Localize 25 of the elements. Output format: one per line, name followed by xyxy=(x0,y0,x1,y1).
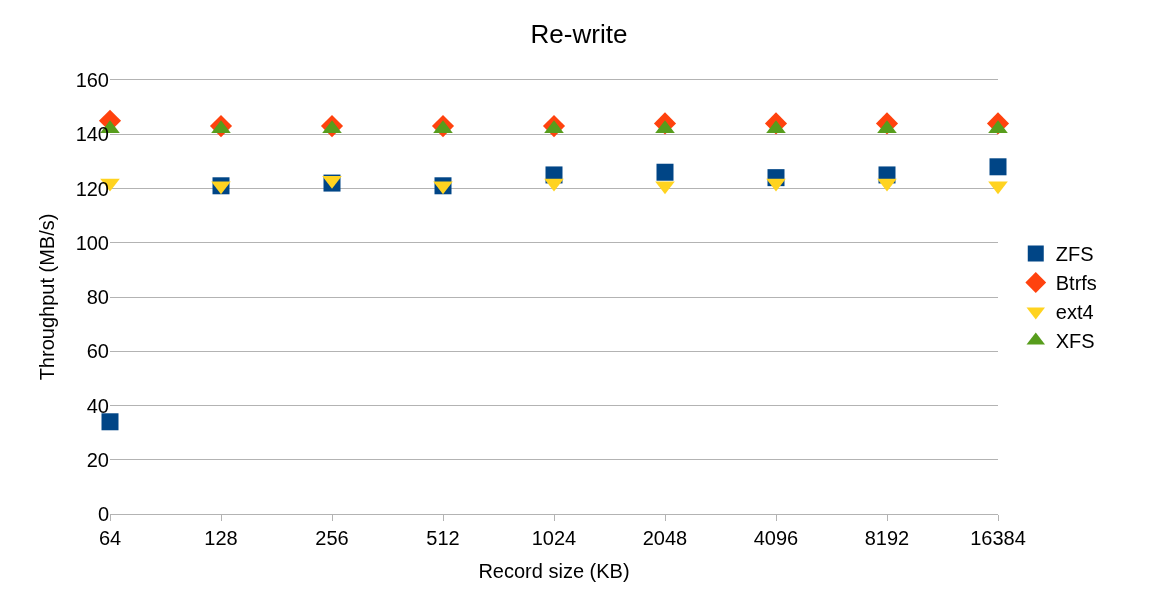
x-tick-label: 64 xyxy=(98,527,122,549)
x-tick-label: 128 xyxy=(204,527,238,549)
legend-label: ZFS xyxy=(1055,243,1094,266)
chart-title: Re-write xyxy=(530,18,628,49)
x-tick-label: 8192 xyxy=(864,527,910,549)
x-tick-label: 16384 xyxy=(970,527,1026,549)
y-tick-label: 60 xyxy=(86,340,109,363)
x-axis-title: Record size (KB) xyxy=(478,559,630,582)
legend-label: Btrfs xyxy=(1055,272,1097,295)
y-tick-label: 0 xyxy=(97,503,109,525)
y-tick-label: 140 xyxy=(75,123,109,146)
legend-label: XFS xyxy=(1055,330,1095,353)
y-tick-label: 160 xyxy=(75,69,109,91)
x-tick-label: 256 xyxy=(315,527,349,549)
y-tick-label: 80 xyxy=(86,286,109,308)
legend-label: ext4 xyxy=(1055,301,1094,324)
y-tick-label: 120 xyxy=(75,177,109,200)
y-tick-label: 20 xyxy=(86,448,109,471)
y-tick-label: 100 xyxy=(75,231,109,254)
x-tick-label: 2048 xyxy=(642,527,688,549)
x-tick-label: 4096 xyxy=(753,527,799,549)
y-axis-title: Throughput (MB/s) xyxy=(36,213,59,381)
x-tick-label: 1024 xyxy=(531,527,577,549)
x-tick-label: 512 xyxy=(426,527,460,549)
y-tick-label: 40 xyxy=(86,394,109,417)
